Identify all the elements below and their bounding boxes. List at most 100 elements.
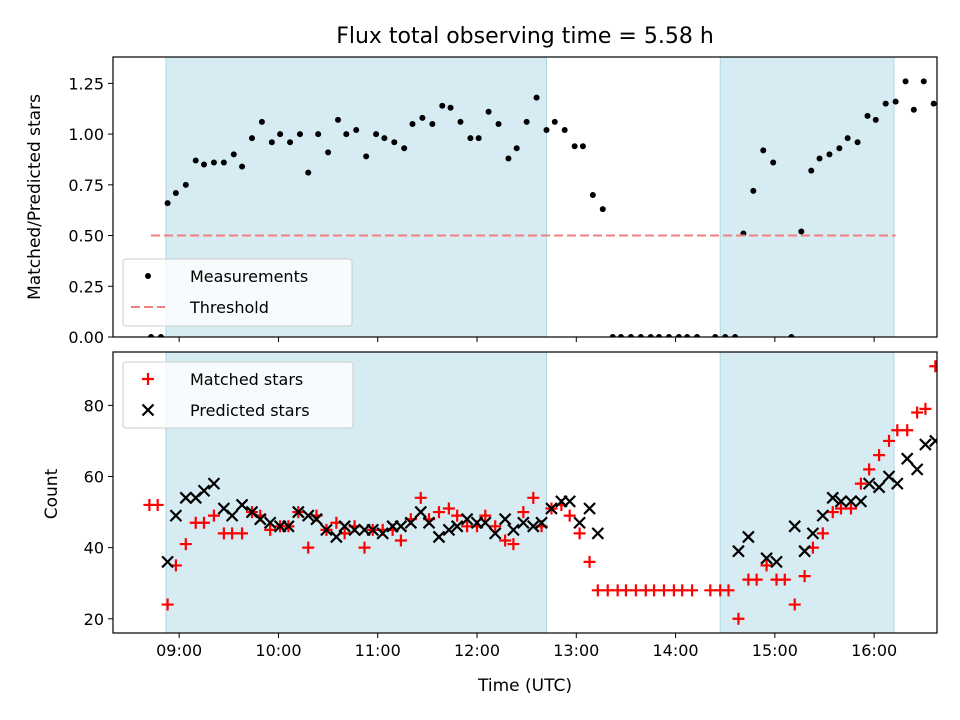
data-point — [282, 520, 295, 533]
data-point — [442, 502, 455, 515]
data-point — [826, 491, 840, 505]
data-point — [253, 512, 267, 526]
data-point — [429, 120, 436, 127]
data-point — [589, 191, 596, 198]
x-tick-label: 12:00 — [454, 641, 500, 660]
data-point — [939, 374, 951, 386]
data-point — [164, 200, 171, 207]
data-point — [348, 523, 361, 537]
data-point — [901, 424, 914, 437]
data-point — [591, 527, 605, 540]
data-point — [617, 334, 624, 337]
data-point — [479, 516, 492, 530]
data-point — [210, 159, 217, 166]
data-point — [485, 108, 492, 115]
data-point — [169, 509, 183, 522]
y-tick-label: 0.75 — [68, 176, 104, 195]
data-point — [414, 505, 428, 519]
data-point — [207, 477, 221, 490]
data-point — [394, 534, 407, 547]
data-point — [422, 516, 436, 530]
legend-marker — [141, 403, 155, 417]
data-point — [844, 495, 858, 508]
data-point — [573, 516, 586, 530]
legend: Matched stars Predicted stars — [122, 361, 354, 429]
data-point — [442, 523, 456, 537]
data-point — [854, 139, 861, 146]
data-point — [816, 155, 823, 162]
data-point — [513, 145, 520, 152]
data-point — [750, 573, 763, 586]
data-point — [201, 161, 208, 168]
x-tick-label: 11:00 — [355, 641, 401, 660]
data-point — [864, 112, 871, 119]
axes-frame — [112, 56, 938, 338]
data-point — [230, 151, 237, 158]
data-point — [432, 506, 445, 519]
data-point — [788, 334, 795, 337]
data-point — [940, 435, 951, 446]
data-point — [836, 145, 843, 152]
data-point — [732, 612, 745, 625]
data-point — [760, 147, 767, 154]
data-point — [637, 334, 644, 337]
data-point — [929, 434, 937, 448]
data-point — [498, 512, 512, 526]
data-point — [545, 502, 558, 515]
data-point — [712, 334, 719, 337]
data-point — [806, 527, 820, 540]
data-point — [563, 495, 576, 508]
data-point — [499, 534, 512, 547]
data-point — [750, 187, 757, 194]
data-point — [338, 520, 351, 533]
data-point — [816, 527, 829, 540]
data-point — [148, 334, 155, 337]
data-point — [192, 157, 199, 164]
data-point — [310, 512, 323, 526]
data-point — [157, 334, 164, 337]
data-point — [627, 334, 634, 337]
data-point — [376, 527, 389, 540]
data-point — [475, 135, 482, 142]
data-point — [523, 118, 530, 125]
data-point — [225, 509, 239, 522]
y-tick-label: 20 — [84, 610, 104, 629]
data-point — [609, 334, 616, 337]
data-point — [798, 570, 811, 583]
data-point — [760, 559, 773, 572]
x-tick-label: 15:00 — [752, 641, 798, 660]
y-tick-label: 0.50 — [68, 227, 104, 246]
data-point — [495, 120, 502, 127]
data-point — [447, 104, 454, 111]
data-point — [161, 555, 174, 569]
y-tick-label: 1.25 — [68, 74, 104, 93]
data-point — [489, 520, 502, 533]
data-point — [507, 523, 520, 537]
data-point — [451, 509, 464, 522]
data-point — [760, 552, 773, 565]
y-tick-label: 60 — [84, 467, 104, 486]
y-axis-label-count: Count — [42, 468, 62, 519]
data-point — [507, 538, 520, 551]
data-point — [583, 502, 596, 515]
data-point — [330, 530, 343, 544]
data-point — [533, 94, 540, 101]
data-point — [467, 135, 474, 142]
data-point — [535, 516, 548, 530]
data-point — [788, 598, 801, 611]
data-point — [665, 334, 672, 337]
data-point — [551, 118, 558, 125]
data-point — [770, 555, 783, 569]
data-point — [268, 139, 275, 146]
data-point — [872, 480, 886, 494]
plot-area — [148, 78, 937, 337]
data-point — [488, 527, 502, 540]
legend-label: Matched stars — [190, 370, 303, 389]
data-point — [563, 509, 576, 522]
data-point — [235, 498, 249, 512]
legend-label: Measurements — [190, 267, 308, 286]
y-tick-label: 0.25 — [68, 277, 104, 296]
data-point — [929, 360, 937, 373]
data-point — [479, 509, 492, 522]
data-point — [816, 509, 830, 522]
